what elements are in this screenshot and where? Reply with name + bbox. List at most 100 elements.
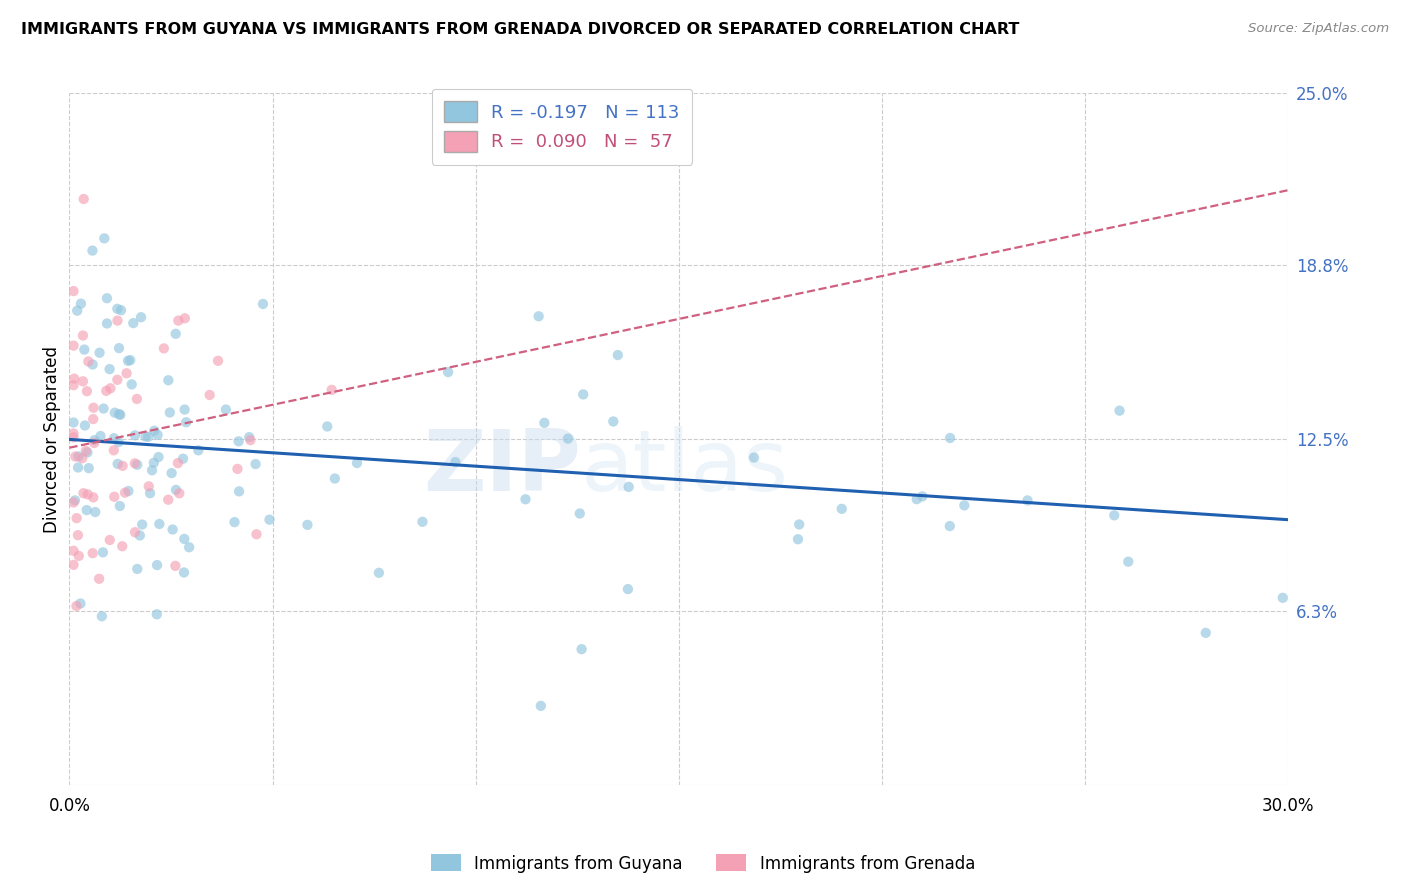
Point <box>62 495 84 509</box>
Point <box>127 562 149 576</box>
Point <box>93 231 115 245</box>
Point <box>107 457 129 471</box>
Point <box>572 387 595 401</box>
Point <box>70 296 93 310</box>
Point <box>148 516 170 531</box>
Point <box>62 426 84 441</box>
Point <box>444 455 467 469</box>
Point <box>63 371 86 385</box>
Point <box>72 374 94 388</box>
Point <box>124 428 146 442</box>
Point <box>162 523 184 537</box>
Point <box>100 381 122 395</box>
Point <box>259 513 281 527</box>
Point <box>179 541 201 555</box>
Point <box>66 303 89 318</box>
Point <box>89 429 111 443</box>
Legend: Immigrants from Guyana, Immigrants from Grenada: Immigrants from Guyana, Immigrants from … <box>425 847 981 880</box>
Point <box>228 484 250 499</box>
Point <box>129 310 152 325</box>
Point <box>165 558 187 573</box>
Point <box>72 328 94 343</box>
Point <box>77 354 100 368</box>
Text: Source: ZipAtlas.com: Source: ZipAtlas.com <box>1249 22 1389 36</box>
Point <box>108 407 131 421</box>
Point <box>617 582 640 596</box>
Point <box>245 527 267 541</box>
Point <box>62 284 84 298</box>
Point <box>207 353 229 368</box>
Point <box>160 466 183 480</box>
Point <box>107 435 129 450</box>
Point <box>120 353 142 368</box>
Point <box>82 546 104 560</box>
Point <box>167 456 190 470</box>
Point <box>96 317 118 331</box>
Point <box>82 491 104 505</box>
Point <box>297 517 319 532</box>
Point <box>617 480 640 494</box>
Point <box>76 445 98 459</box>
Point <box>103 431 125 445</box>
Point <box>131 517 153 532</box>
Y-axis label: Divorced or Separated: Divorced or Separated <box>44 346 60 533</box>
Point <box>111 539 134 553</box>
Point <box>122 316 145 330</box>
Point <box>67 460 90 475</box>
Point <box>82 401 104 415</box>
Point <box>124 456 146 470</box>
Point <box>82 358 104 372</box>
Point <box>62 378 84 392</box>
Point <box>159 405 181 419</box>
Point <box>198 388 221 402</box>
Point <box>174 415 197 429</box>
Point <box>65 599 87 613</box>
Point <box>367 566 389 580</box>
Point <box>65 450 87 464</box>
Point <box>169 486 191 500</box>
Point <box>75 444 97 458</box>
Point <box>108 499 131 513</box>
Point <box>91 545 114 559</box>
Point <box>124 525 146 540</box>
Point <box>76 503 98 517</box>
Point <box>111 458 134 473</box>
Point <box>83 433 105 447</box>
Point <box>1017 493 1039 508</box>
Point <box>117 483 139 498</box>
Point <box>1102 508 1125 523</box>
Point <box>62 338 84 352</box>
Point <box>82 244 104 258</box>
Point <box>63 493 86 508</box>
Text: atlas: atlas <box>581 425 789 508</box>
Point <box>602 414 624 428</box>
Point <box>831 501 853 516</box>
Point <box>148 450 170 464</box>
Point <box>103 490 125 504</box>
Point <box>76 487 98 501</box>
Point <box>73 192 96 206</box>
Point <box>98 533 121 547</box>
Point <box>953 499 976 513</box>
Point <box>138 479 160 493</box>
Point <box>96 291 118 305</box>
Point <box>557 432 579 446</box>
Point <box>90 609 112 624</box>
Point <box>69 597 91 611</box>
Point <box>84 505 107 519</box>
Point <box>110 303 132 318</box>
Point <box>77 461 100 475</box>
Point <box>108 341 131 355</box>
Point <box>157 373 180 387</box>
Point <box>72 486 94 500</box>
Point <box>1271 591 1294 605</box>
Point <box>346 456 368 470</box>
Point <box>437 365 460 379</box>
Point <box>121 377 143 392</box>
Point <box>239 433 262 447</box>
Point <box>321 383 343 397</box>
Point <box>165 326 187 341</box>
Point <box>533 416 555 430</box>
Point <box>1108 403 1130 417</box>
Point <box>104 406 127 420</box>
